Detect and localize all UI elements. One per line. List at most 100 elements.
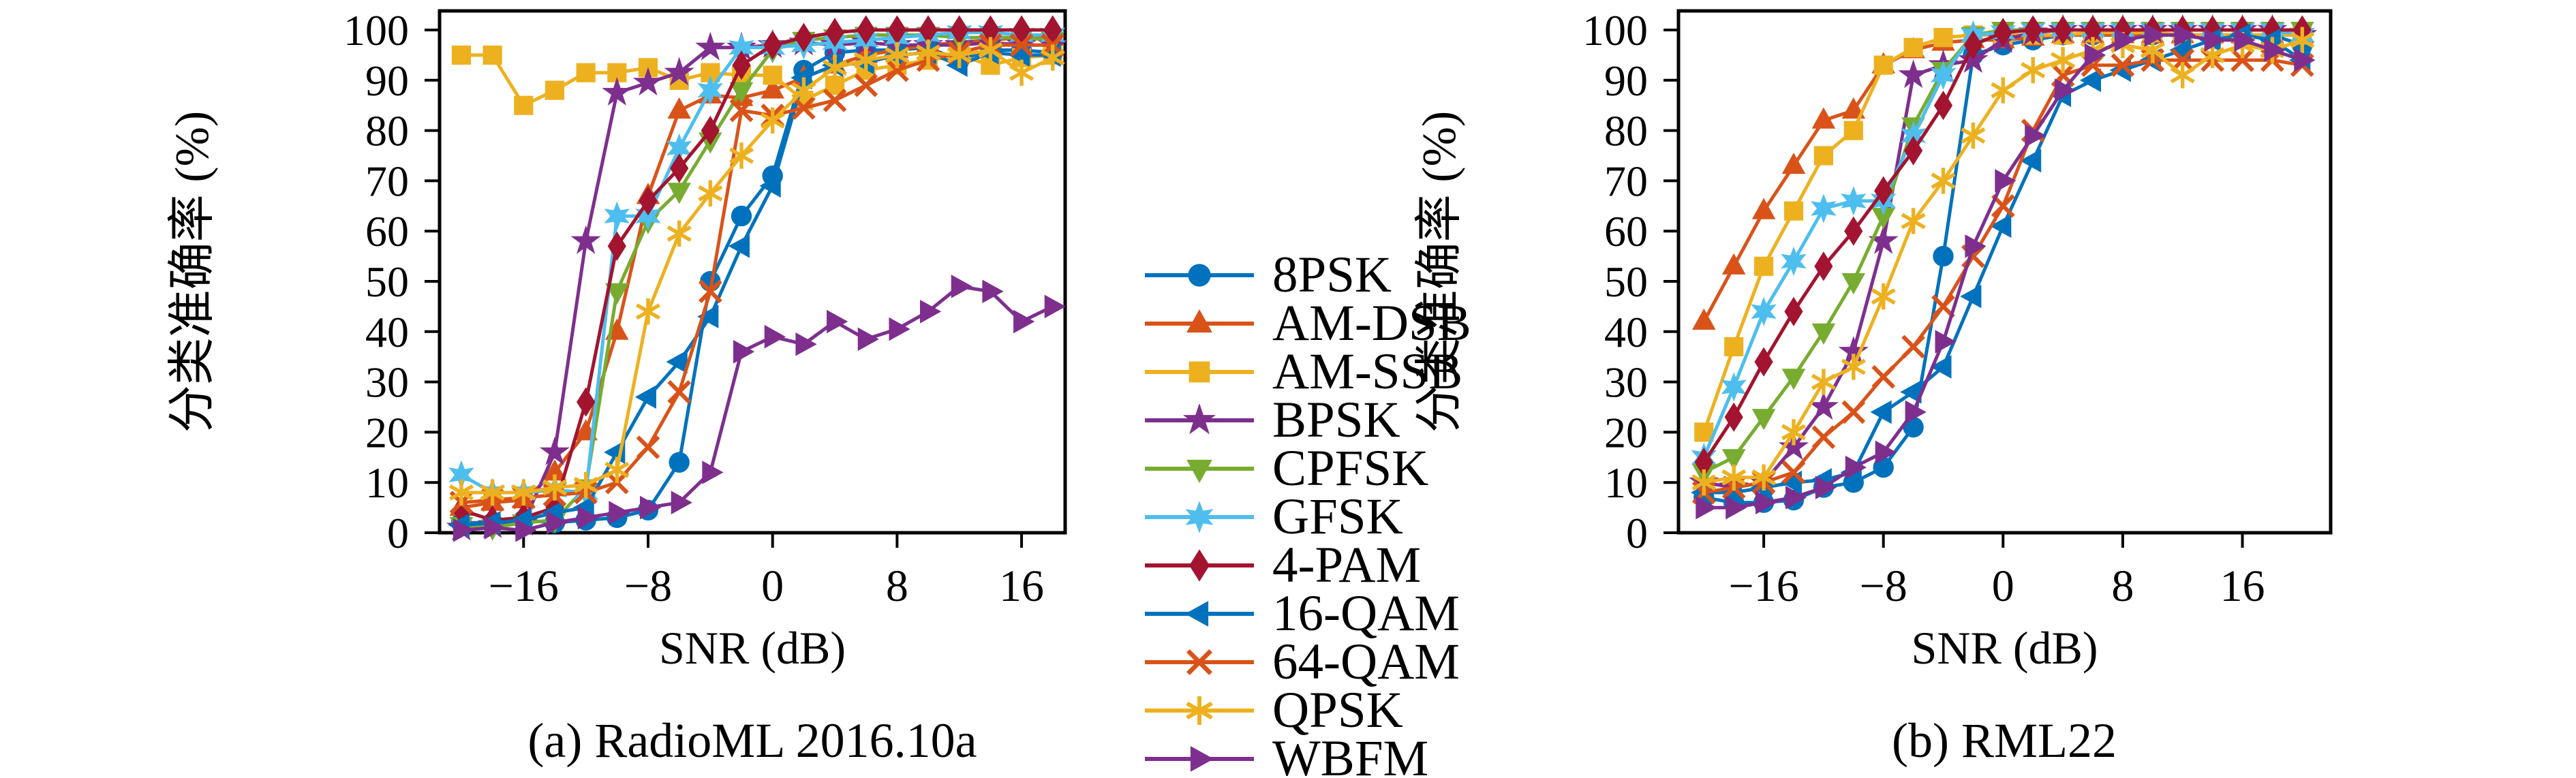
point-AM-DSB-snr-16	[1751, 198, 1776, 219]
point-4-PAM-snr-12	[1814, 251, 1833, 281]
point-WBFM-snr-10	[609, 501, 630, 525]
AM-DSB-icon	[1186, 309, 1212, 332]
point-GFSK-snr-2	[729, 33, 754, 63]
point-16-QAM-snr-6	[1900, 380, 1922, 404]
point-4-PAM-snr-2	[1963, 30, 1982, 60]
point-4-PAM-snr4	[825, 18, 844, 48]
AM-SSB-icon	[1189, 361, 1210, 382]
point-4-PAM-snr8	[887, 15, 906, 45]
point-16-QAM-snr-8	[1870, 400, 1892, 424]
legend-swatch-WBFM	[1145, 745, 1254, 772]
point-BPSK-snr-14	[1778, 431, 1809, 461]
x-tick-label: 8	[2111, 561, 2134, 611]
point-GFSK-snr-8	[635, 201, 661, 231]
point-WBFM-snr-16	[1755, 491, 1777, 514]
point-WBFM-snr10	[2144, 23, 2166, 47]
point-64-QAM-snr-4	[1931, 294, 1955, 319]
point-CPFSK-snr-12	[1811, 323, 1836, 345]
BPSK-icon	[1182, 403, 1216, 434]
series-line-GFSK	[460, 31, 1053, 495]
point-AM-SSB-snr-10	[1843, 121, 1863, 140]
point-WBFM-snr18	[1044, 294, 1066, 319]
plot-frame	[438, 9, 1067, 535]
point-QPSK-snr0	[1991, 77, 2016, 104]
point-QPSK-snr-16	[1751, 464, 1777, 491]
point-4-PAM-snr0	[763, 30, 782, 60]
y-tick-label: 20	[365, 408, 409, 456]
legend-label-WBFM: WBFM	[1272, 730, 1429, 778]
point-64-QAM-snr-2	[729, 98, 754, 123]
x-tick-label: −16	[1728, 561, 1798, 611]
point-QPSK-snr-20	[1691, 469, 1717, 496]
legend-item-4-PAM: 4-PAM	[1144, 537, 1471, 593]
series-line-AM-DSB	[461, 35, 1053, 510]
point-AM-SSB-snr-14	[1783, 201, 1804, 221]
point-WBFM-snr6	[857, 327, 879, 352]
point-4-PAM-snr-6	[670, 153, 689, 183]
point-QPSK-snr8	[885, 42, 910, 69]
x-tick-label: 16	[2220, 561, 2265, 611]
point-QPSK-snr-20	[448, 479, 474, 506]
point-AM-DSB-snr0	[761, 77, 784, 99]
point-WBFM-snr-12	[1815, 476, 1837, 499]
y-tick-label: 90	[365, 57, 409, 105]
x-axis-ticks: −16 −8 0 8 16	[489, 533, 1044, 611]
point-WBFM-snr-18	[484, 516, 506, 540]
plot-frame	[1676, 9, 2333, 535]
series-GFSK	[448, 18, 1066, 508]
y-axis-label: 分类准确率 (%)	[166, 111, 219, 433]
y-tick-label: 40	[365, 308, 409, 356]
point-16-QAM-snr2	[2020, 149, 2042, 173]
x-axis-label: SNR (dB)	[1912, 622, 2098, 674]
legend-label-8PSK: 8PSK	[1272, 246, 1392, 303]
point-BPSK-snr-14	[539, 436, 570, 465]
point-WBFM-snr-2	[1965, 234, 1987, 258]
y-tick-label: 20	[1604, 408, 1648, 456]
legend-swatch-BPSK	[1145, 403, 1254, 434]
y-axis-label: 分类准确率 (%)	[1413, 111, 1466, 433]
point-64-QAM-snr-10	[1841, 400, 1866, 424]
point-WBFM-snr-18	[1726, 495, 1747, 520]
point-WBFM-snr10	[920, 300, 942, 324]
point-WBFM-snr-6	[671, 491, 692, 514]
point-WBFM-snr-4	[1935, 330, 1957, 354]
point-AM-DSB-snr-14	[542, 459, 567, 481]
point-QPSK-snr-6	[666, 220, 692, 247]
y-tick-label: 0	[387, 509, 409, 557]
y-tick-label: 60	[365, 207, 409, 255]
point-WBFM-snr4	[827, 309, 848, 334]
point-64-QAM-snr-14	[1781, 461, 1806, 484]
16-QAM-icon	[1185, 600, 1209, 627]
point-WBFM-snr-20	[453, 518, 475, 542]
point-GFSK-snr-10	[1841, 186, 1867, 216]
point-4-PAM-snr10	[919, 15, 938, 45]
legend-item-QPSK: QPSK	[1144, 682, 1471, 738]
legend-item-GFSK: GFSK	[1144, 488, 1471, 545]
point-AM-DSB-snr-12	[1811, 107, 1836, 129]
point-WBFM-snr-2	[733, 340, 755, 364]
legend: 8PSK AM-DSB AM-SSB BPSK CPFSK GFSK 4-PAM 16-QAM…	[1144, 247, 1471, 778]
point-WBFM-snr4	[2055, 78, 2076, 102]
point-WBFM-snr12	[2174, 23, 2196, 47]
point-64-QAM-snr16	[1009, 33, 1034, 57]
point-AM-SSB-snr-18	[1724, 337, 1744, 357]
point-QPSK-snr-14	[1781, 419, 1807, 446]
point-CPFSK-snr-6	[667, 183, 691, 204]
point-GFSK-snr-6	[1900, 121, 1927, 151]
y-tick-label: 0	[1626, 509, 1648, 557]
point-QPSK-snr-16	[511, 479, 536, 506]
point-QPSK-snr4	[823, 55, 848, 81]
series-WBFM	[453, 275, 1066, 542]
point-WBFM-snr-12	[577, 505, 599, 530]
legend-swatch-AM-DSB	[1145, 309, 1254, 332]
legend-label-16-QAM: 16-QAM	[1272, 585, 1460, 642]
point-QPSK-snr2	[2021, 57, 2046, 84]
y-tick-label: 80	[1604, 107, 1648, 155]
point-WBFM-snr2	[2025, 123, 2046, 148]
point-64-QAM-snr-6	[667, 380, 692, 404]
legend-item-BPSK: BPSK	[1144, 392, 1471, 448]
point-QPSK-snr12	[2170, 62, 2195, 89]
